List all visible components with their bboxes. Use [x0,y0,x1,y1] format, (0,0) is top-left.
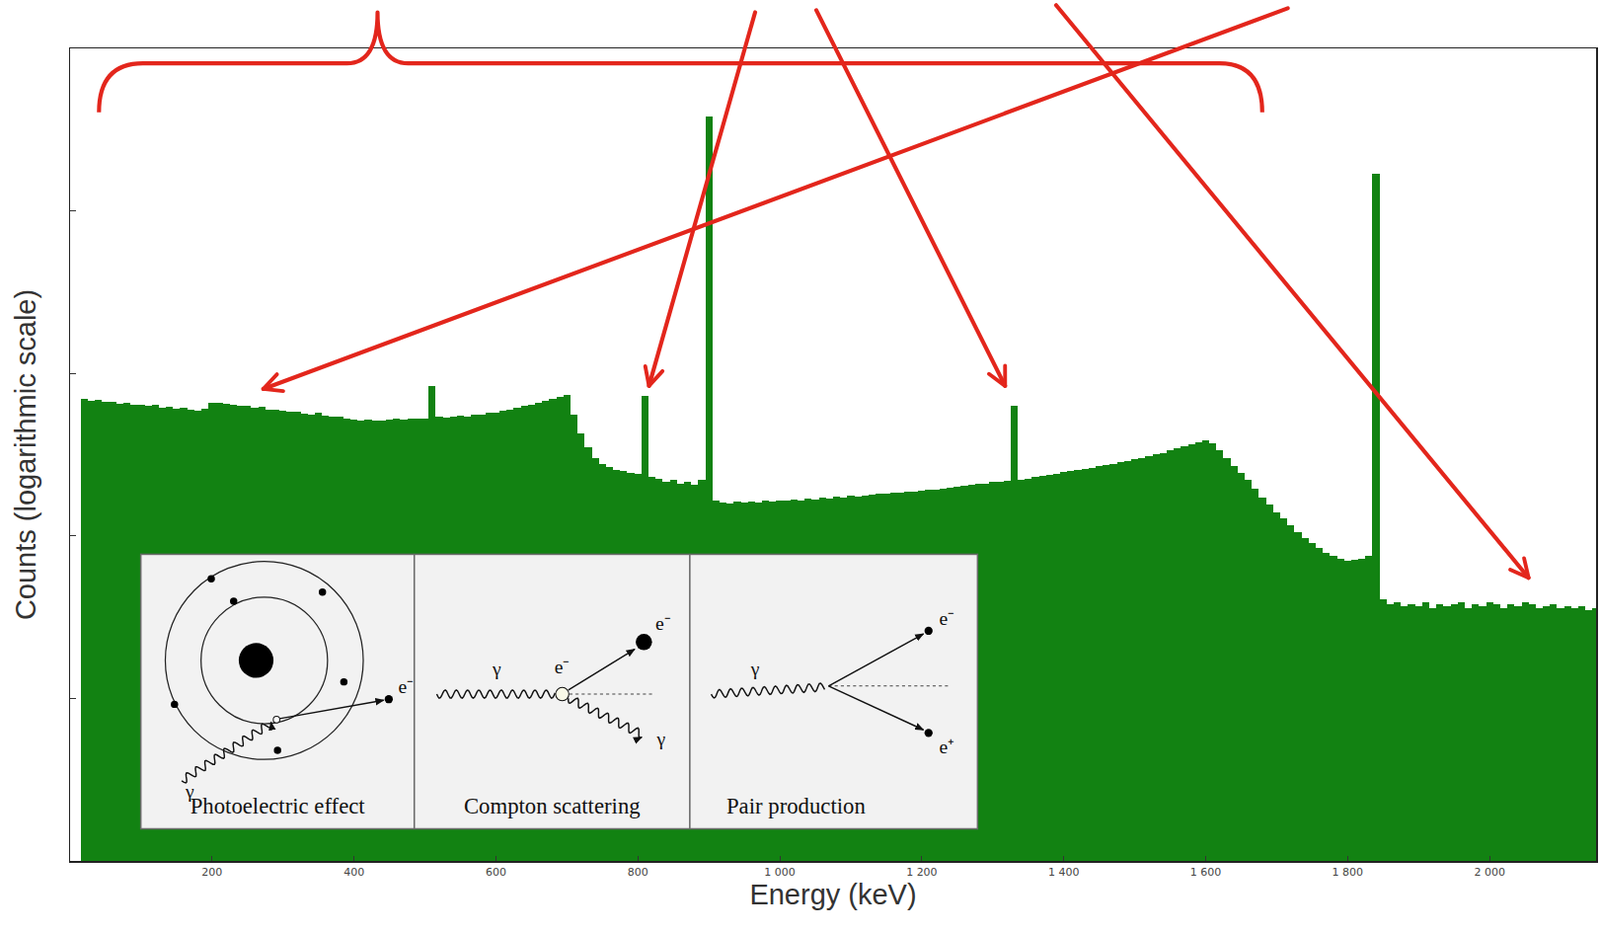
svg-text:e⁻: e⁻ [655,611,672,634]
svg-text:1 000: 1 000 [763,865,796,879]
svg-text:Counts (logarithmic scale): Counts (logarithmic scale) [9,289,42,620]
svg-text:Photoelectric effect: Photoelectric effect [190,793,367,819]
svg-text:e⁻: e⁻ [554,655,571,678]
svg-text:e⁺: e⁺ [939,735,956,758]
svg-text:2 000: 2 000 [1473,865,1506,879]
svg-text:400: 400 [343,865,365,879]
svg-text:1 400: 1 400 [1048,865,1080,879]
svg-text:Pair production: Pair production [726,793,866,819]
svg-text:γ: γ [184,780,195,803]
svg-text:γ: γ [491,657,502,680]
svg-text:1 600: 1 600 [1190,865,1222,879]
svg-text:600: 600 [485,865,507,879]
svg-text:e⁻: e⁻ [398,675,415,697]
svg-text:Compton scattering: Compton scattering [463,793,641,819]
svg-text:1 800: 1 800 [1332,865,1365,879]
svg-text:γ: γ [656,727,667,750]
svg-text:800: 800 [627,865,649,879]
svg-text:e⁻: e⁻ [939,607,956,629]
svg-text:1 200: 1 200 [906,865,938,879]
svg-text:Energy (keV): Energy (keV) [749,878,916,911]
svg-text:200: 200 [201,865,223,879]
svg-text:γ: γ [750,657,761,680]
